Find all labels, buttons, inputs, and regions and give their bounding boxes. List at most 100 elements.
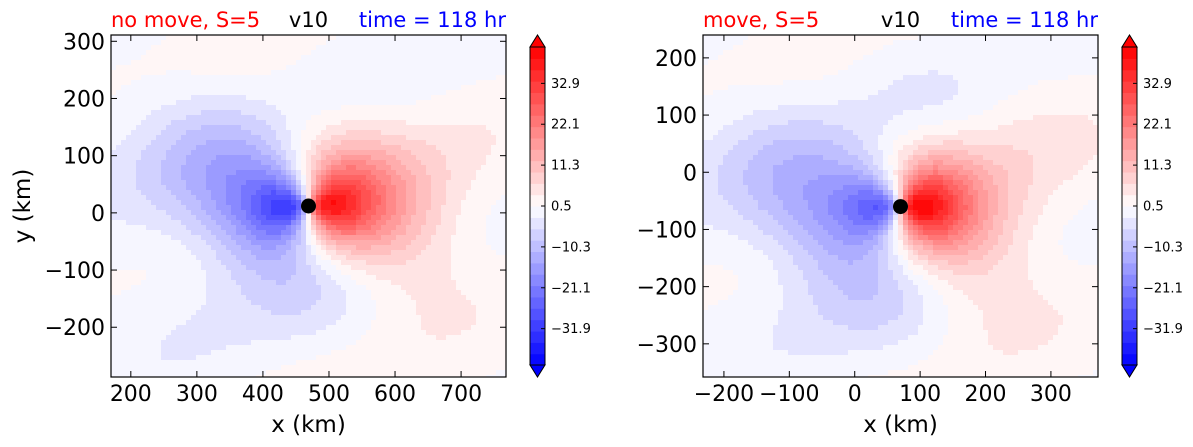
contour-cell: [266, 140, 272, 146]
contour-cell: [436, 225, 442, 231]
contour-cell: [196, 180, 202, 186]
contour-cell: [411, 45, 417, 51]
contour-cell: [391, 365, 397, 371]
contour-cell: [321, 230, 327, 236]
contour-cell: [191, 105, 197, 111]
contour-cell: [266, 345, 272, 351]
contour-cell: [161, 175, 167, 181]
contour-cell: [381, 285, 387, 291]
contour-cell: [261, 345, 267, 351]
contour-cell: [351, 130, 357, 136]
contour-cell: [116, 160, 122, 166]
contour-cell: [176, 275, 182, 281]
contour-cell: [471, 160, 477, 166]
contour-cell: [456, 220, 462, 226]
contour-cell: [371, 95, 377, 101]
contour-cell: [306, 145, 312, 151]
contour-cell: [296, 330, 302, 336]
contour-cell: [201, 125, 207, 131]
contour-cell: [276, 95, 282, 101]
contour-cell: [376, 40, 382, 46]
contour-cell: [356, 100, 362, 106]
contour-cell: [221, 85, 227, 91]
contour-cell: [146, 335, 152, 341]
contour-cell: [441, 340, 447, 346]
contour-cell: [346, 145, 352, 151]
contour-cell: [236, 155, 242, 161]
contour-cell: [396, 55, 402, 61]
contour-cell: [396, 105, 402, 111]
contour-cell: [196, 145, 202, 151]
contour-cell: [331, 335, 337, 341]
contour-cell: [251, 50, 257, 56]
contour-cell: [361, 240, 367, 246]
contour-cell: [131, 295, 137, 301]
contour-cell: [236, 285, 242, 291]
contour-cell: [316, 240, 322, 246]
contour-cell: [366, 65, 372, 71]
contour-cell: [366, 360, 372, 366]
contour-cell: [186, 120, 192, 126]
contour-cell: [251, 305, 257, 311]
contour-cell: [186, 110, 192, 116]
contour-cell: [251, 40, 257, 46]
contour-cell: [401, 105, 407, 111]
contour-cell: [456, 260, 462, 266]
contour-cell: [271, 320, 277, 326]
contour-cell: [146, 305, 152, 311]
contour-cell: [466, 245, 472, 251]
contour-cell: [381, 300, 387, 306]
contour-cell: [266, 150, 272, 156]
contour-cell: [216, 105, 222, 111]
contour-cell: [266, 340, 272, 346]
contour-cell: [141, 310, 147, 316]
contour-cell: [176, 240, 182, 246]
contour-cell: [121, 95, 127, 101]
contour-cell: [281, 235, 287, 241]
contour-cell: [111, 115, 117, 121]
contour-cell: [141, 220, 147, 226]
contour-cell: [356, 150, 362, 156]
contour-cell: [136, 285, 142, 291]
contour-cell: [466, 315, 472, 321]
contour-cell: [321, 70, 327, 76]
contour-cell: [236, 210, 242, 216]
contour-cell: [191, 70, 197, 76]
contour-cell: [361, 145, 367, 151]
contour-cell: [386, 90, 392, 96]
contour-cell: [356, 40, 362, 46]
contour-cell: [236, 230, 242, 236]
contour-cell: [151, 170, 157, 176]
contour-cell: [246, 320, 252, 326]
contour-cell: [301, 50, 307, 56]
contour-cell: [271, 235, 277, 241]
contour-cell: [396, 35, 402, 41]
contour-cell: [436, 245, 442, 251]
contour-cell: [156, 310, 162, 316]
contour-cell: [281, 135, 287, 141]
contour-cell: [246, 285, 252, 291]
contour-cell: [271, 65, 277, 71]
contour-cell: [346, 335, 352, 341]
contour-cell: [246, 270, 252, 276]
contour-cell: [166, 155, 172, 161]
contour-cell: [456, 240, 462, 246]
contour-cell: [351, 145, 357, 151]
contour-cell: [151, 320, 157, 326]
contour-cell: [411, 300, 417, 306]
contour-cell: [326, 155, 332, 161]
contour-cell: [426, 145, 432, 151]
contour-cell: [176, 365, 182, 371]
contour-cell: [131, 140, 137, 146]
contour-cell: [366, 210, 372, 216]
contour-cell: [421, 375, 427, 377]
contour-cell: [171, 80, 177, 86]
contour-cell: [341, 100, 347, 106]
contour-cell: [121, 140, 127, 146]
contour-cell: [431, 50, 437, 56]
contour-cell: [116, 80, 122, 86]
contour-cell: [416, 340, 422, 346]
contour-cell: [191, 355, 197, 361]
contour-cell: [171, 365, 177, 371]
contour-cell: [451, 325, 457, 331]
